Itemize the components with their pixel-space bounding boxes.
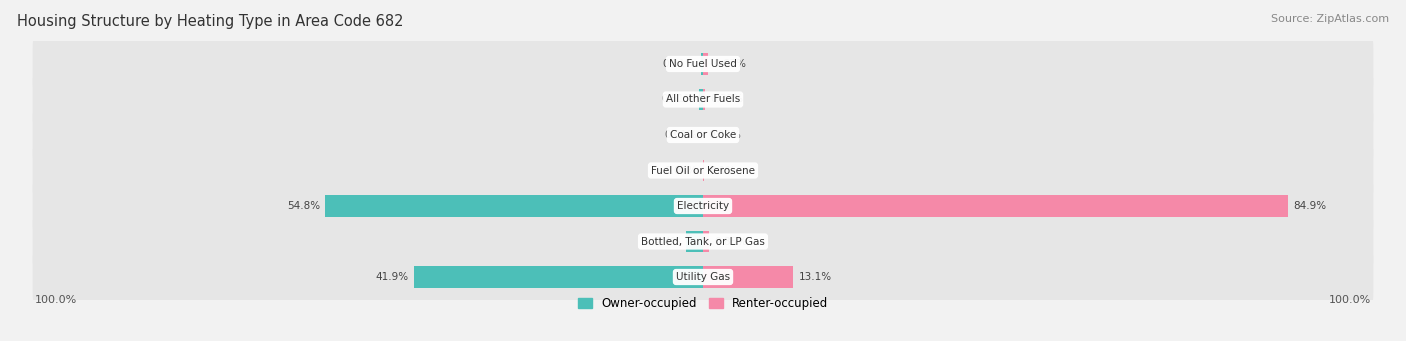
Bar [686, 231, 703, 252]
Bar [703, 231, 709, 252]
Text: 13.1%: 13.1% [799, 272, 832, 282]
Text: 0.51%: 0.51% [661, 94, 695, 104]
Text: 100.0%: 100.0% [35, 295, 77, 305]
Text: Fuel Oil or Kerosene: Fuel Oil or Kerosene [651, 165, 755, 176]
Text: Bottled, Tank, or LP Gas: Bottled, Tank, or LP Gas [641, 237, 765, 247]
Text: 0.31%: 0.31% [662, 59, 696, 69]
Text: All other Fuels: All other Fuels [666, 94, 740, 104]
Bar [703, 89, 706, 110]
Text: Coal or Coke: Coal or Coke [669, 130, 737, 140]
FancyBboxPatch shape [32, 144, 1374, 197]
Text: Utility Gas: Utility Gas [676, 272, 730, 282]
FancyBboxPatch shape [32, 37, 1374, 91]
Bar [325, 195, 703, 217]
Text: Electricity: Electricity [676, 201, 730, 211]
Text: 0.67%: 0.67% [713, 59, 747, 69]
Text: 84.9%: 84.9% [1294, 201, 1326, 211]
Bar [415, 266, 703, 288]
Bar [700, 89, 703, 110]
Text: Source: ZipAtlas.com: Source: ZipAtlas.com [1271, 14, 1389, 24]
FancyBboxPatch shape [32, 179, 1374, 233]
Bar [703, 266, 793, 288]
Text: 0.1%: 0.1% [709, 165, 735, 176]
Text: No Fuel Used: No Fuel Used [669, 59, 737, 69]
Bar [703, 53, 707, 75]
FancyBboxPatch shape [32, 73, 1374, 127]
Text: 54.8%: 54.8% [287, 201, 321, 211]
FancyBboxPatch shape [32, 108, 1374, 162]
Text: 0.04%: 0.04% [665, 165, 697, 176]
FancyBboxPatch shape [32, 250, 1374, 304]
Text: 41.9%: 41.9% [375, 272, 409, 282]
Text: 0.85%: 0.85% [714, 237, 748, 247]
Legend: Owner-occupied, Renter-occupied: Owner-occupied, Renter-occupied [572, 293, 834, 315]
Bar [703, 195, 1288, 217]
FancyBboxPatch shape [32, 214, 1374, 268]
Text: 0.03%: 0.03% [709, 130, 741, 140]
Text: 0.33%: 0.33% [711, 94, 744, 104]
Text: Housing Structure by Heating Type in Area Code 682: Housing Structure by Heating Type in Are… [17, 14, 404, 29]
Text: 100.0%: 100.0% [1329, 295, 1371, 305]
Bar [700, 53, 703, 75]
Text: 2.4%: 2.4% [654, 237, 681, 247]
Text: 0.01%: 0.01% [665, 130, 697, 140]
